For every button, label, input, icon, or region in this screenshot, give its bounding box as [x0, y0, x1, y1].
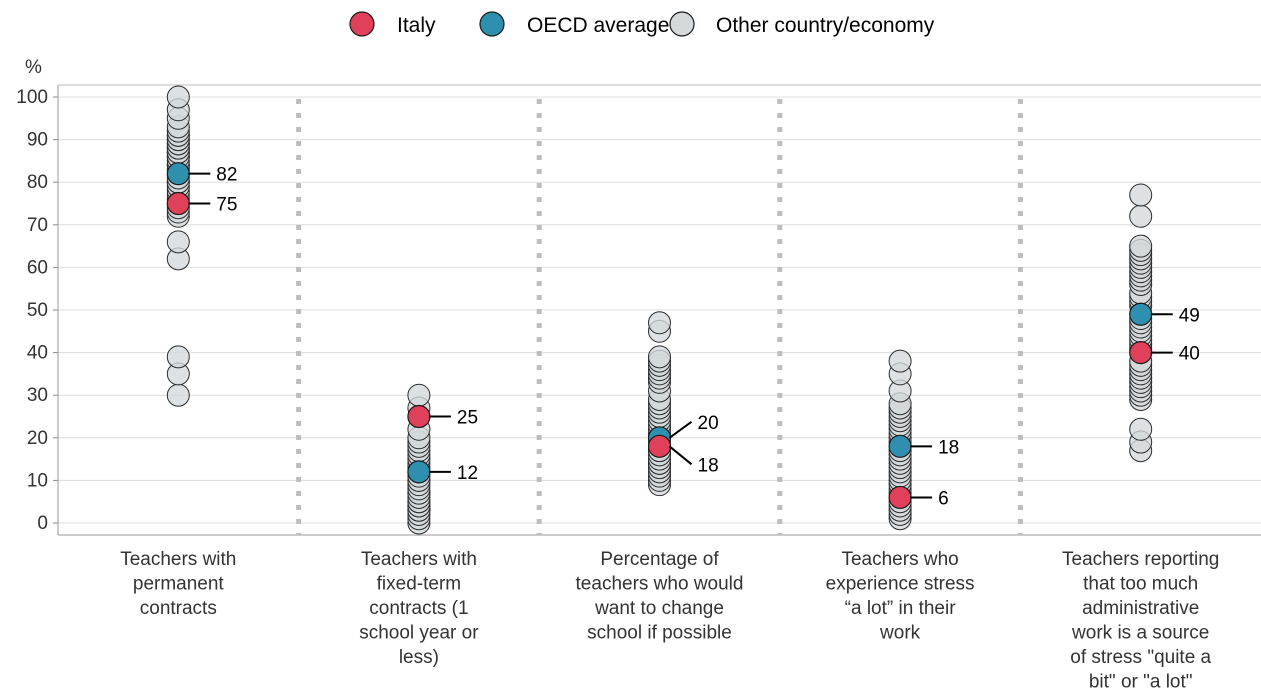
y-tick-label-60: 60: [27, 257, 48, 278]
legend: Italy OECD average Other country/economy: [349, 11, 935, 37]
category-label-1-line-3: school year or: [359, 623, 479, 644]
category-label-4-line-0: Teachers reporting: [1062, 549, 1219, 570]
legend-marker-oecd: [479, 11, 505, 37]
oecd-value-label-1: 12: [457, 463, 478, 484]
legend-label-oecd: OECD average: [527, 14, 669, 37]
axes: [57, 84, 1261, 536]
other-point-2-30: [648, 311, 671, 335]
other-point-3-28: [888, 349, 912, 373]
category-label-3-line-1: experience stress: [826, 574, 975, 595]
y-tick-label-50: 50: [27, 300, 48, 321]
other-point-4-35: [1129, 204, 1153, 228]
other-point-4-36: [1129, 183, 1153, 207]
category-label-0-line-1: permanent: [133, 574, 225, 595]
legend-label-italy: Italy: [397, 14, 436, 37]
category-label-3-line-2: “a lot” in their: [845, 598, 957, 619]
category-label-1-line-2: contracts (1: [369, 598, 468, 619]
other-point-4-34: [1129, 234, 1153, 258]
y-tick-label-10: 10: [27, 470, 48, 491]
italy-point-1: [407, 404, 431, 429]
other-point-2-28: [648, 345, 671, 369]
category-label-1-line-1: fixed-term: [377, 574, 461, 595]
y-axis-ticks: 0 10 20 30 40 50 60 70 80 90 100: [16, 87, 58, 534]
oecd-value-label-3: 18: [938, 437, 959, 458]
category-label-0-line-0: Teachers with: [120, 549, 236, 570]
y-tick-label-30: 30: [27, 385, 48, 406]
x-axis-category-labels: Teachers with permanent contractsTeachers …: [120, 549, 1219, 689]
other-point-0-2: [166, 345, 190, 369]
legend-marker-other: [669, 11, 695, 37]
italy-point-0: [166, 191, 190, 216]
italy-value-label-3: 6: [938, 488, 949, 509]
value-labels: 82 75 12 25 20 18 18 6 49 40: [188, 165, 1200, 509]
other-point-0-4: [166, 230, 190, 254]
other-point-0-35: [166, 85, 190, 109]
oecd-value-label-0: 82: [216, 165, 237, 186]
other-point-0-0: [166, 383, 190, 407]
y-tick-label-20: 20: [27, 428, 48, 449]
category-label-1-line-4: less): [399, 647, 439, 668]
italy-point-3: [888, 485, 912, 510]
category-label-4-line-1: that too much: [1083, 574, 1198, 595]
category-label-0: Teachers with permanent contracts: [120, 549, 236, 619]
y-tick-label-70: 70: [27, 215, 48, 236]
category-label-3-line-3: work: [879, 623, 921, 644]
italy-point-2: [647, 434, 672, 458]
category-label-3: Teachers who experience stress “a lot” in …: [826, 549, 975, 644]
y-tick-label-40: 40: [27, 343, 48, 364]
other-point-1-27: [407, 383, 431, 407]
italy-point-4: [1129, 341, 1153, 365]
italy-value-label-0: 75: [216, 195, 237, 216]
category-label-4-line-4: of stress "quite a: [1070, 647, 1211, 668]
y-tick-label-0: 0: [37, 513, 48, 534]
category-label-2: Percentage of teachers who would want to c…: [576, 549, 744, 644]
italy-value-label-2: 18: [698, 455, 719, 476]
italy-value-label-4: 40: [1179, 344, 1200, 365]
legend-label-other: Other country/economy: [716, 14, 935, 37]
category-label-2-line-3: school if possible: [587, 623, 732, 644]
category-separators: [296, 99, 1023, 535]
italy-value-label-1: 25: [457, 408, 478, 429]
y-tick-label-90: 90: [27, 130, 48, 151]
other-point-4-2: [1129, 417, 1153, 441]
italy-leader-2: [668, 445, 693, 466]
y-tick-label-80: 80: [27, 172, 48, 193]
oecd-value-label-4: 49: [1179, 305, 1200, 326]
category-label-2-line-0: Percentage of: [600, 549, 719, 570]
category-label-3-line-0: Teachers who: [841, 549, 958, 570]
data-points: [166, 85, 1153, 535]
oecd-point-1: [407, 460, 431, 484]
oecd-leader-2: [668, 420, 693, 439]
oecd-value-label-2: 20: [698, 413, 719, 434]
oecd-point-3: [888, 434, 912, 458]
category-label-1: Teachers with fixed-term contracts (1 schoo…: [359, 549, 479, 668]
category-label-0-line-2: contracts: [140, 598, 217, 619]
legend-marker-italy: [349, 11, 375, 37]
oecd-point-4: [1129, 302, 1153, 326]
category-label-4-line-5: bit" or "a lot": [1089, 672, 1193, 689]
category-label-2-line-2: want to change: [594, 598, 724, 619]
y-axis-unit-label: %: [25, 57, 42, 78]
category-label-4-line-3: work is a source: [1071, 623, 1209, 644]
oecd-point-0: [166, 162, 190, 186]
category-label-4: Teachers reporting that too much administr…: [1062, 549, 1219, 689]
category-label-4-line-2: administrative: [1082, 598, 1199, 619]
category-label-2-line-1: teachers who would: [576, 574, 744, 595]
y-tick-label-100: 100: [16, 87, 48, 108]
category-label-1-line-0: Teachers with: [361, 549, 477, 570]
